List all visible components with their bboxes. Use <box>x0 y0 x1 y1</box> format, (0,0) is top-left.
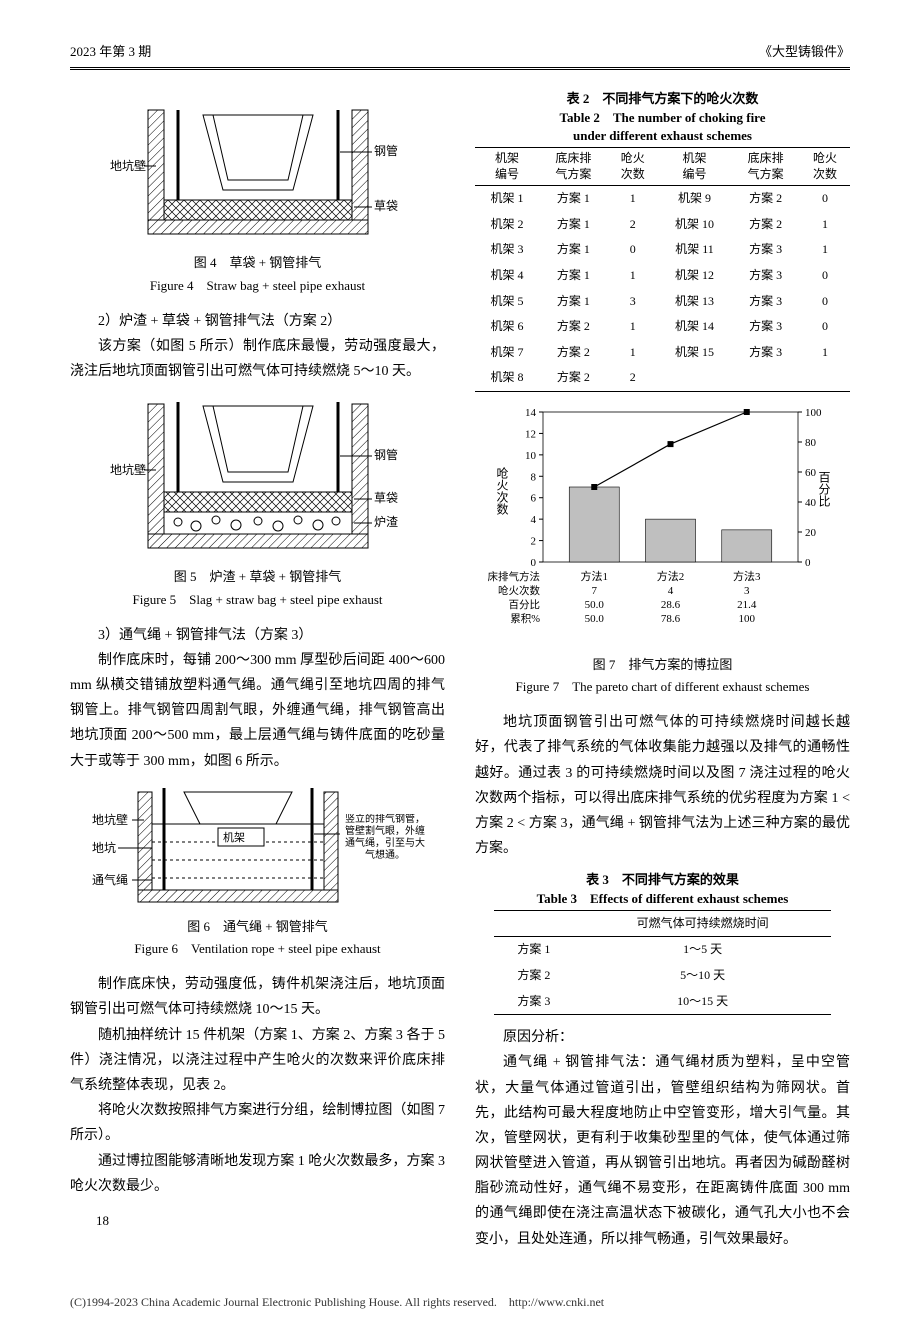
svg-text:百分比: 百分比 <box>817 471 831 508</box>
svg-text:0: 0 <box>805 557 811 569</box>
svg-text:地坑壁: 地坑壁 <box>110 158 146 173</box>
footer: (C)1994-2023 China Academic Journal Elec… <box>70 1292 850 1314</box>
table-2: 机架编号底床排气方案呛火次数机架编号底床排气方案呛火次数 机架 1方案 11机架… <box>475 147 850 392</box>
section-2-p1: 该方案（如图 5 所示）制作底床最慢，劳动强度最大，浇注后地坑顶面钢管引出可燃气… <box>70 334 445 384</box>
table-row: 机架 2方案 12机架 10方案 21 <box>475 212 850 238</box>
svg-text:钢管: 钢管 <box>374 447 398 462</box>
svg-text:地坑: 地坑 <box>92 840 116 855</box>
header-right: 《大型铸锻件》 <box>759 40 850 63</box>
header-left: 2023 年第 3 期 <box>70 40 151 63</box>
table2-header: 机架编号 <box>475 147 539 185</box>
svg-text:炉渣: 炉渣 <box>374 515 398 529</box>
svg-text:0: 0 <box>530 557 536 569</box>
svg-text:28.6: 28.6 <box>660 599 680 611</box>
table-row: 机架 6方案 21机架 14方案 30 <box>475 314 850 340</box>
page-header: 2023 年第 3 期 《大型铸锻件》 <box>70 40 850 70</box>
svg-text:50.0: 50.0 <box>584 599 604 611</box>
table-row: 机架 1方案 11机架 9方案 20 <box>475 186 850 212</box>
figure-7: 02468101214020406080100呛火次数百分比底床排气方法呛火次数… <box>475 402 850 696</box>
fig7-svg: 02468101214020406080100呛火次数百分比底床排气方法呛火次数… <box>488 402 838 652</box>
table3-title: 表 3 不同排气方案的效果 Table 3 Effects of differe… <box>475 871 850 907</box>
svg-text:3: 3 <box>744 585 750 597</box>
svg-text:机架: 机架 <box>223 830 245 844</box>
table2-header: 呛火次数 <box>800 147 850 185</box>
svg-text:100: 100 <box>805 407 822 419</box>
fig5-caption-zh: 图 5 炉渣 + 草袋 + 钢管排气 <box>70 568 445 586</box>
table2-header: 机架编号 <box>658 147 731 185</box>
svg-text:60: 60 <box>805 467 817 479</box>
svg-text:4: 4 <box>530 514 536 526</box>
svg-text:10: 10 <box>525 450 537 462</box>
svg-text:方法3: 方法3 <box>733 569 761 583</box>
svg-text:78.6: 78.6 <box>660 613 680 625</box>
table2-title: 表 2 不同排气方案下的呛火次数 Table 2 The number of c… <box>475 90 850 145</box>
fig4-svg: 地坑壁 钢管 草袋 <box>108 100 408 250</box>
table-row: 机架 3方案 10机架 11方案 31 <box>475 237 850 263</box>
section-2-head: 2）炉渣 + 草袋 + 钢管排气法（方案 2） <box>70 309 445 334</box>
svg-text:50.0: 50.0 <box>584 613 604 625</box>
section-3-head: 3）通气绳 + 钢管排气法（方案 3） <box>70 623 445 648</box>
svg-text:方法2: 方法2 <box>656 569 684 583</box>
fig5-svg: 地坑壁 钢管 草袋 炉渣 <box>108 394 408 564</box>
fig6-svg: 机架 地坑壁 地坑 通气绳 竖立的排气钢管，管壁割气眼，外缠通气绳，引至与大气想… <box>88 784 428 914</box>
svg-text:14: 14 <box>525 407 537 419</box>
table-row: 方案 11～5 天 <box>494 937 832 963</box>
svg-text:12: 12 <box>525 428 536 440</box>
svg-text:6: 6 <box>530 493 536 505</box>
svg-text:4: 4 <box>667 585 673 597</box>
table2-header: 底床排气方案 <box>539 147 608 185</box>
p-after6-4: 通过博拉图能够清晰地发现方案 1 呛火次数最多，方案 3 呛火次数最少。 <box>70 1149 445 1199</box>
fig4-caption-en: Figure 4 Straw bag + steel pipe exhaust <box>70 277 445 295</box>
table-row: 机架 8方案 22 <box>475 365 850 391</box>
table2-header: 底床排气方案 <box>731 147 800 185</box>
svg-text:方法1: 方法1 <box>580 569 608 583</box>
svg-text:40: 40 <box>805 497 817 509</box>
page-number: 18 <box>70 1209 445 1232</box>
svg-text:呛火次数: 呛火次数 <box>495 465 509 515</box>
table-row: 机架 5方案 13机架 13方案 30 <box>475 289 850 315</box>
table-row: 方案 25～10 天 <box>494 963 832 989</box>
svg-text:呛火次数: 呛火次数 <box>498 584 540 597</box>
cause-head: 原因分析： <box>475 1025 850 1050</box>
table-row: 机架 4方案 11机架 12方案 30 <box>475 263 850 289</box>
p-after6-3: 将呛火次数按照排气方案进行分组，绘制博拉图（如图 7 所示）。 <box>70 1098 445 1148</box>
figure-5: 地坑壁 钢管 草袋 炉渣 图 5 炉渣 + 草袋 + 钢管排气 Figure 5… <box>70 394 445 608</box>
svg-text:地坑壁: 地坑壁 <box>92 812 128 827</box>
svg-text:草袋: 草袋 <box>374 491 398 505</box>
fig6-caption-en: Figure 6 Ventilation rope + steel pipe e… <box>70 940 445 958</box>
fig4-caption-zh: 图 4 草袋 + 钢管排气 <box>70 254 445 272</box>
svg-text:8: 8 <box>530 471 536 483</box>
right-p1: 地坑顶面钢管引出可燃气体的可持续燃烧时间越长越好，代表了排气系统的气体收集能力越… <box>475 710 850 861</box>
svg-text:7: 7 <box>591 585 597 597</box>
left-column: 地坑壁 钢管 草袋 图 4 草袋 + 钢管排气 Figure 4 Straw b… <box>70 90 445 1251</box>
fig7-caption-zh: 图 7 排气方案的博拉图 <box>475 656 850 674</box>
fig5-caption-en: Figure 5 Slag + straw bag + steel pipe e… <box>70 591 445 609</box>
svg-text:20: 20 <box>805 527 817 539</box>
table-3: 可燃气体可持续燃烧时间 方案 11～5 天方案 25～10 天方案 310～15… <box>494 910 832 1015</box>
svg-text:底床排气方法: 底床排气方法 <box>488 570 540 583</box>
table2-header: 呛火次数 <box>608 147 658 185</box>
table-row: 机架 7方案 21机架 15方案 31 <box>475 340 850 366</box>
table-row: 方案 310～15 天 <box>494 989 832 1015</box>
svg-text:百分比: 百分比 <box>508 598 540 611</box>
svg-text:钢管: 钢管 <box>374 143 398 158</box>
fig7-caption-en: Figure 7 The pareto chart of different e… <box>475 678 850 696</box>
fig6-caption-zh: 图 6 通气绳 + 钢管排气 <box>70 918 445 936</box>
cause-p: 通气绳 + 钢管排气法：通气绳材质为塑料，呈中空管状，大量气体通过管道引出，管壁… <box>475 1050 850 1252</box>
figure-6: 机架 地坑壁 地坑 通气绳 竖立的排气钢管，管壁割气眼，外缠通气绳，引至与大气想… <box>70 784 445 958</box>
svg-text:2: 2 <box>530 535 536 547</box>
svg-text:100: 100 <box>738 613 755 625</box>
svg-text:累积%: 累积% <box>510 613 540 625</box>
right-column: 表 2 不同排气方案下的呛火次数 Table 2 The number of c… <box>475 90 850 1251</box>
svg-text:草袋: 草袋 <box>374 199 398 213</box>
figure-4: 地坑壁 钢管 草袋 图 4 草袋 + 钢管排气 Figure 4 Straw b… <box>70 100 445 294</box>
section-3-p1: 制作底床时，每铺 200～300 mm 厚型砂后间距 400～600 mm 纵横… <box>70 648 445 774</box>
svg-text:21.4: 21.4 <box>737 599 757 611</box>
svg-text:地坑壁: 地坑壁 <box>110 462 146 477</box>
p-after6-1: 制作底床快，劳动强度低，铸件机架浇注后，地坑顶面钢管引出可燃气体可持续燃烧 10… <box>70 972 445 1022</box>
p-after6-2: 随机抽样统计 15 件机架（方案 1、方案 2、方案 3 各于 5 件）浇注情况… <box>70 1023 445 1099</box>
svg-text:80: 80 <box>805 437 817 449</box>
svg-text:通气绳: 通气绳 <box>92 872 128 887</box>
